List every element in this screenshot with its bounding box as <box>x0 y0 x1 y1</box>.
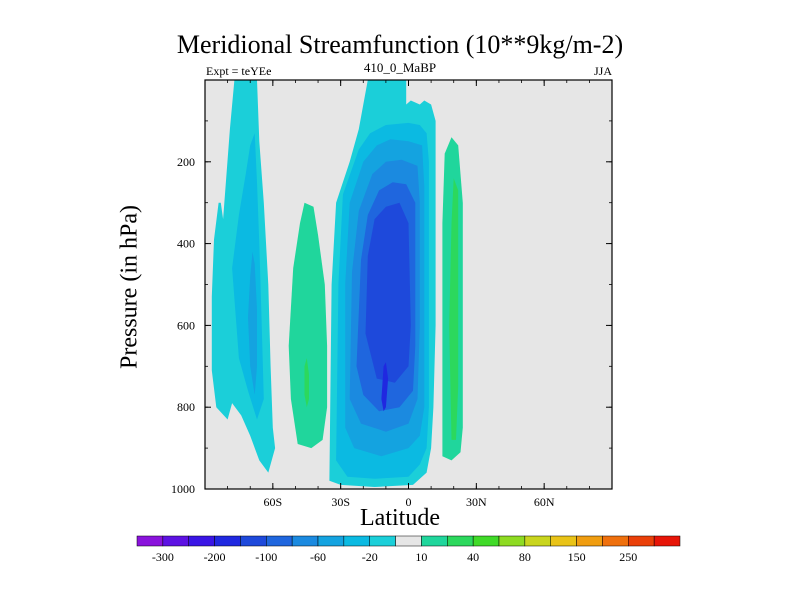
contour-cell-5 <box>476 80 506 481</box>
contour-cell-2 <box>288 202 328 449</box>
colorbar-label: 80 <box>519 550 531 564</box>
x-tick-label: 60S <box>263 495 282 509</box>
colorbar-label: -300 <box>152 550 174 564</box>
colorbar-label: -60 <box>310 550 326 564</box>
colorbar-box <box>602 535 629 547</box>
y-tick-label: 200 <box>177 155 195 169</box>
contour-cell-2 <box>304 358 309 408</box>
x-tick-label: 60N <box>534 495 555 509</box>
colorbar-box <box>291 535 319 547</box>
chart-title: Meridional Streamfunction (10**9kg/m-2) <box>176 30 624 59</box>
colorbar-box <box>653 535 681 547</box>
plot-area <box>205 80 612 489</box>
colorbar: -300 -200 -100 -60 -20 10 40 80 150 250 <box>136 535 681 564</box>
colorbar-box <box>550 535 577 547</box>
y-tick-label: 1000 <box>171 482 195 496</box>
colorbar-box <box>628 535 655 547</box>
subtitle-experiment: Expt = teYEe <box>206 64 272 78</box>
colorbar-box <box>395 535 422 547</box>
colorbar-label: 250 <box>619 550 637 564</box>
colorbar-label: 150 <box>568 550 586 564</box>
colorbar-label: -200 <box>204 550 226 564</box>
colorbar-box <box>188 535 215 547</box>
colorbar-label: -100 <box>255 550 277 564</box>
y-axis-label: Pressure (in hPa) <box>116 205 143 369</box>
colorbar-label: 40 <box>467 550 479 564</box>
colorbar-label: -20 <box>362 550 378 564</box>
y-tick-label: 600 <box>177 318 195 332</box>
colorbar-box <box>498 535 526 547</box>
x-tick-label: 30N <box>466 495 487 509</box>
x-axis-label: Latitude <box>360 505 440 531</box>
axes: 60S 30S 0 30N 60N 200 400 600 800 1000 <box>171 79 613 509</box>
contour-cell-4 <box>449 178 459 440</box>
subtitle-period: 410_0_MaBP <box>363 60 437 75</box>
contour-cell-6 <box>302 80 316 162</box>
contour-cell-3 <box>365 202 411 383</box>
colorbar-box <box>447 535 474 547</box>
y-tick-label: 400 <box>177 237 195 251</box>
colorbar-box <box>136 535 164 547</box>
colorbar-box <box>472 535 500 547</box>
colorbar-label: 10 <box>415 550 427 564</box>
y-tick-label: 800 <box>177 400 195 414</box>
colorbar-box <box>266 535 293 547</box>
colorbar-box <box>162 535 189 547</box>
colorbar-box <box>343 535 370 547</box>
colorbar-box <box>576 535 603 547</box>
contour-fills <box>211 80 506 487</box>
contour-cell-1 <box>248 251 257 395</box>
x-tick-label: 0 <box>406 495 412 509</box>
colorbar-box <box>214 535 241 547</box>
contour-cell-3 <box>381 362 389 412</box>
colorbar-box <box>317 535 345 547</box>
subtitle-season: JJA <box>593 64 612 78</box>
colorbar-box <box>240 535 267 547</box>
colorbar-box <box>524 535 551 547</box>
colorbar-box <box>369 535 396 547</box>
colorbar-box <box>421 535 448 547</box>
x-tick-label: 30S <box>331 495 350 509</box>
